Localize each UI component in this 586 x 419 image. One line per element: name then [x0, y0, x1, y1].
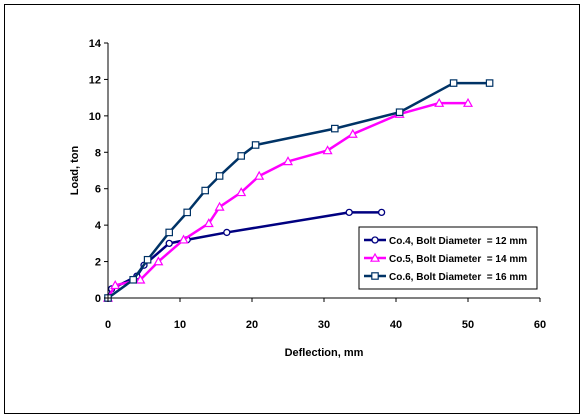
data-point — [485, 79, 494, 87]
data-point — [201, 186, 210, 195]
legend-label: Co.6, Bolt Diameter = 16 mm — [389, 272, 527, 283]
data-point — [395, 108, 404, 117]
x-tick-label: 20 — [246, 319, 258, 331]
y-tick-label: 10 — [89, 111, 101, 123]
x-tick-label: 0 — [105, 319, 111, 331]
x-tick-label: 50 — [462, 319, 474, 331]
data-point — [345, 208, 353, 217]
data-point — [178, 234, 189, 244]
y-tick-label: 4 — [95, 220, 102, 232]
x-tick-label: 10 — [174, 319, 186, 331]
data-point — [215, 172, 224, 180]
data-point — [254, 170, 265, 180]
legend-swatch-marker — [369, 252, 381, 262]
ticks-layer: 0 2 4 6 8 10 12 14 0 10 20 30 40 50 60 — [89, 38, 546, 331]
data-point — [153, 256, 164, 266]
x-axis-title: Deflection, mm — [285, 347, 364, 359]
y-tick-label: 12 — [89, 74, 101, 86]
data-point — [377, 208, 386, 217]
data-point — [347, 128, 358, 138]
data-point — [331, 124, 339, 133]
data-point — [110, 280, 121, 290]
legend-label: Co.4, Bolt Diameter = 12 mm — [389, 236, 527, 247]
y-tick-label: 14 — [89, 38, 102, 50]
data-point — [434, 97, 445, 107]
y-tick-label: 8 — [95, 147, 101, 159]
data-point — [129, 275, 138, 284]
data-point — [236, 187, 247, 197]
legend-item: Co.5, Bolt Diameter = 14 mm — [364, 252, 527, 265]
y-tick-label: 6 — [95, 184, 101, 196]
data-point — [223, 228, 231, 237]
legend-item: Co.6, Bolt Diameter = 16 mm — [364, 272, 527, 283]
data-point — [322, 145, 333, 155]
data-point — [135, 274, 146, 284]
legend-item: Co.4, Bolt Diameter = 12 mm — [364, 236, 527, 247]
data-point — [449, 79, 458, 87]
y-axis-title: Load, ton — [69, 145, 81, 195]
data-point — [143, 255, 152, 264]
legend-swatch-marker — [371, 236, 379, 244]
x-tick-label: 40 — [390, 319, 402, 331]
data-point — [462, 97, 474, 107]
data-point — [165, 228, 174, 237]
data-point — [251, 141, 260, 149]
data-point — [282, 156, 294, 166]
data-point — [183, 208, 192, 217]
legend-label: Co.5, Bolt Diameter = 14 mm — [389, 254, 527, 265]
legend-box — [358, 226, 538, 290]
data-point — [203, 218, 214, 228]
y-tick-label: 0 — [95, 293, 101, 305]
data-point — [214, 201, 225, 211]
y-tick-label: 2 — [95, 257, 101, 269]
series-3 — [104, 79, 494, 302]
legend-swatch-marker — [371, 272, 379, 280]
x-tick-label: 30 — [318, 319, 330, 331]
x-tick-label: 60 — [534, 319, 546, 331]
legend: Co.4, Bolt Diameter = 12 mm Co.5, Bolt Di… — [358, 226, 538, 290]
data-point — [237, 152, 246, 160]
data-point — [165, 239, 173, 248]
